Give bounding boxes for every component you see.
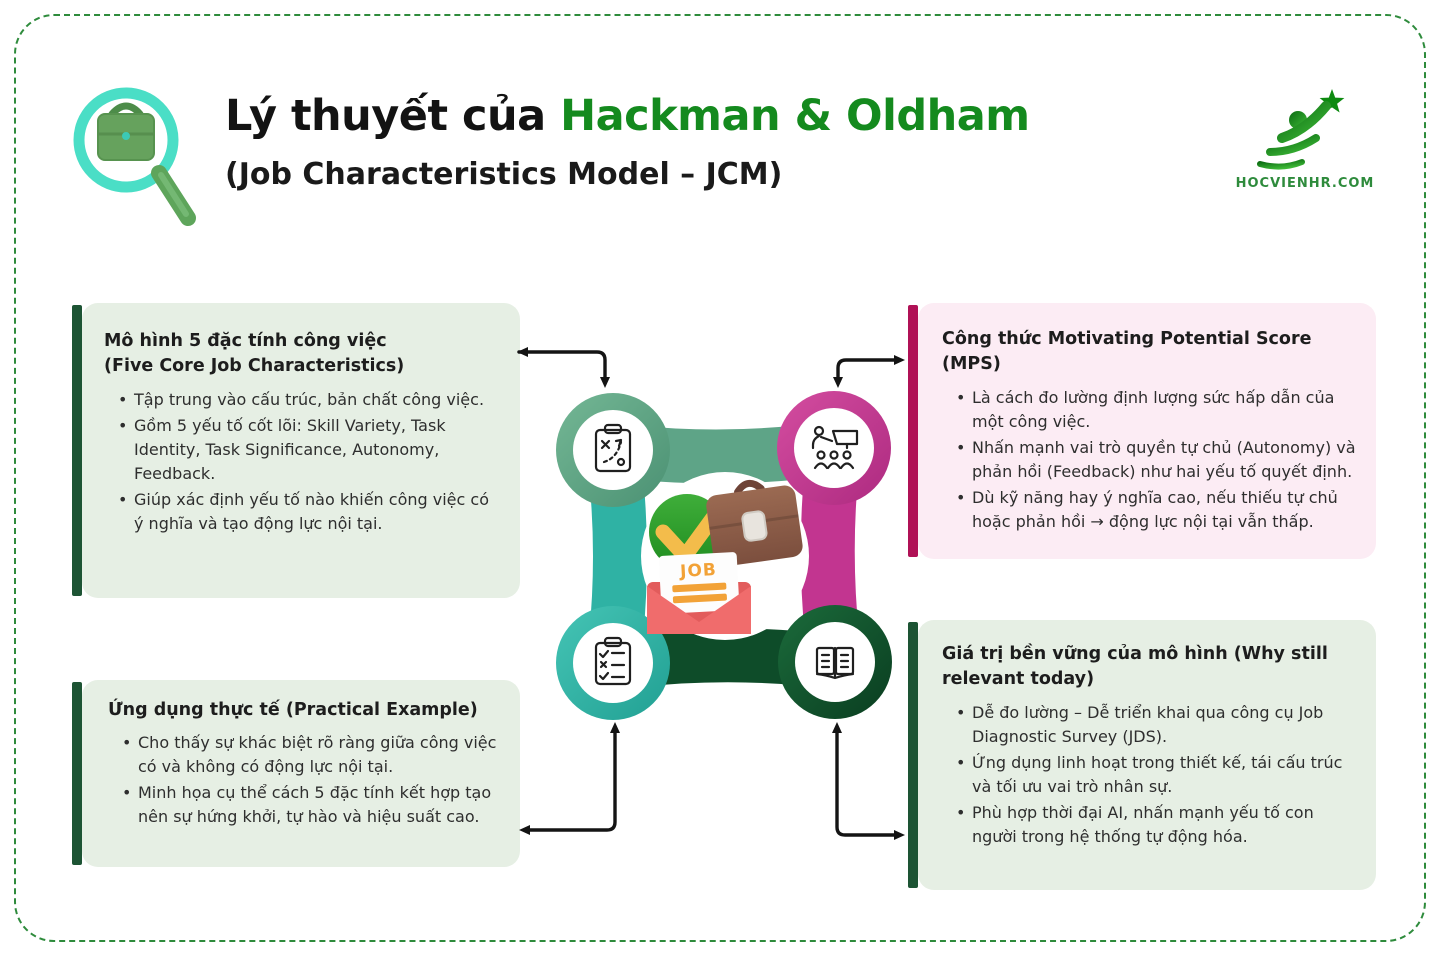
job-illustration: JOB (647, 479, 803, 634)
strategy-clipboard-icon (594, 423, 632, 473)
bullet-item: Là cách đo lường định lượng sức hấp dẫn … (956, 386, 1358, 434)
mps-heading: Công thức Motivating Potential Score (MP… (942, 329, 1312, 375)
mps-box-stripe (908, 305, 918, 557)
five-core-bullet-list: Tập trung vào cấu trúc, bản chất công vi… (104, 388, 500, 536)
bullet-item: Gồm 5 yếu tố cốt lõi: Skill Variety, Tas… (118, 414, 500, 486)
bullet-item: Minh họa cụ thể cách 5 đặc tính kết hợp … (122, 781, 506, 829)
bullet-item: Tập trung vào cấu trúc, bản chất công vi… (118, 388, 500, 412)
job-envelope-icon: JOB (647, 552, 751, 634)
relevance-box-stripe (908, 622, 918, 888)
page-title-block: Lý thuyết của Hackman & Oldham (Job Char… (225, 91, 1205, 193)
practical-box: Ứng dụng thực tế (Practical Example) Cho… (82, 680, 520, 867)
star-icon (1319, 89, 1345, 113)
title-highlight: Hackman & Oldham (560, 91, 1030, 141)
training-session-icon (811, 425, 859, 470)
five-core-heading: Mô hình 5 đặc tính công việc (Five Core J… (104, 331, 405, 377)
job-label: JOB (679, 560, 718, 582)
bullet-item: Nhấn mạnh vai trò quyền tự chủ (Autonomy… (956, 436, 1358, 484)
open-book-icon (815, 646, 855, 680)
mps-bullet-list: Là cách đo lường định lượng sức hấp dẫn … (942, 386, 1358, 534)
checklist-icon (594, 636, 632, 686)
brand-logo-icon (1257, 89, 1345, 170)
bullet-item: Giúp xác định yếu tố nào khiến công việc… (118, 488, 500, 536)
brand-name: HOCVIENHR.COM (1235, 176, 1375, 191)
practical-heading: Ứng dụng thực tế (Practical Example) (108, 700, 478, 720)
title-prefix: Lý thuyết của (225, 91, 561, 141)
relevance-box: Giá trị bền vững của mô hình (Why still … (918, 620, 1376, 890)
briefcase-icon (706, 479, 803, 567)
connector-arrows (517, 350, 901, 837)
five-core-box: Mô hình 5 đặc tính công việc (Five Core J… (82, 303, 520, 598)
five-core-box-stripe (72, 305, 82, 596)
arrowheads (517, 347, 905, 840)
practical-bullet-list: Cho thấy sự khác biệt rõ ràng giữa công … (108, 731, 506, 829)
relevance-heading: Giá trị bền vững của mô hình (Why still … (942, 644, 1328, 690)
mps-box: Công thức Motivating Potential Score (MP… (918, 303, 1376, 559)
bullet-item: Dù kỹ năng hay ý nghĩa cao, nếu thiếu tự… (956, 486, 1358, 534)
bullet-item: Ứng dụng linh hoạt trong thiết kế, tái c… (956, 751, 1358, 799)
relevance-bullet-list: Dễ đo lường – Dễ triển khai qua công cụ … (942, 701, 1358, 849)
bullet-item: Cho thấy sự khác biệt rõ ràng giữa công … (122, 731, 506, 779)
page-subtitle: (Job Characteristics Model – JCM) (225, 157, 783, 193)
practical-box-stripe (72, 682, 82, 865)
check-circle-icon (649, 494, 725, 570)
page-title: Lý thuyết của Hackman & Oldham (225, 91, 1205, 141)
bullet-item: Phù hợp thời đại AI, nhấn mạnh yếu tố co… (956, 801, 1358, 849)
bullet-item: Dễ đo lường – Dễ triển khai qua công cụ … (956, 701, 1358, 749)
magnifier-briefcase-icon (73, 87, 196, 226)
jcm-diagram: JOB (517, 347, 905, 840)
